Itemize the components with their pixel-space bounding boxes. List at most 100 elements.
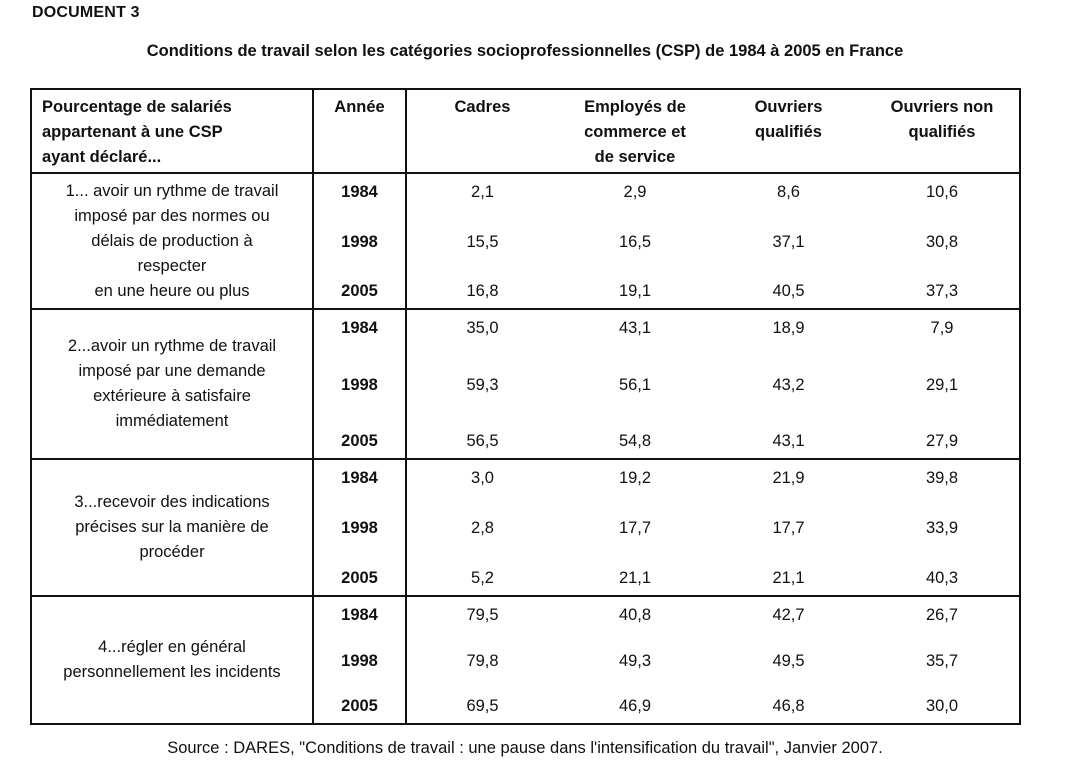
header-line: de service: [594, 148, 676, 166]
value-cell: 10,6: [925, 183, 959, 201]
description-line: respecter: [137, 256, 207, 275]
ouvriers-qualifies-values: 21,9 17,7 21,1: [712, 458, 865, 597]
value-cell: 56,1: [618, 375, 652, 394]
description-line: immédiatement: [115, 412, 229, 430]
document-title: Conditions de travail selon les catégori…: [146, 42, 904, 60]
value-cell: 49,5: [772, 651, 805, 670]
header-line: appartenant à une CSP: [42, 123, 223, 141]
ouvriers-non-qualifies-values: 26,7 35,7 30,0: [865, 595, 1021, 725]
description-line: imposé par une demande: [78, 362, 266, 380]
value-cell: 59,3: [466, 375, 499, 394]
group-description: 3...recevoir des indications précises sur…: [30, 458, 314, 597]
ouvriers-non-qualifies-values: 39,8 33,9 40,3: [865, 458, 1021, 597]
value-cell: 17,7: [618, 519, 652, 537]
cadres-values: 2,1 15,5 16,8: [406, 172, 558, 310]
header-line: qualifiés: [908, 123, 976, 141]
value-cell: 46,9: [618, 697, 652, 715]
ouvriers-non-qualifies-values: 7,9 29,1 27,9: [865, 308, 1021, 460]
value-cell: 8,6: [777, 183, 800, 201]
value-cell: 79,5: [466, 606, 499, 624]
description-line: 3...recevoir des indications: [74, 493, 270, 511]
value-cell: 15,5: [466, 232, 499, 251]
value-cell: 30,8: [925, 232, 959, 251]
group-description: 1... avoir un rythme de travail imposé pa…: [30, 172, 314, 310]
year-column: 1984 1998 2005: [313, 458, 407, 597]
value-cell: 69,5: [466, 697, 499, 715]
value-cell: 19,2: [618, 469, 652, 487]
document-label: DOCUMENT 3: [32, 4, 140, 21]
description-line: en une heure ou plus: [94, 281, 250, 300]
value-cell: 21,1: [772, 569, 805, 587]
value-cell: 27,9: [925, 432, 959, 450]
value-cell: 2,9: [623, 183, 647, 201]
ouvriers-qualifies-values: 8,6 37,1 40,5: [712, 172, 865, 310]
value-cell: 46,8: [772, 697, 805, 715]
group-description: 4...régler en général personnellement les…: [30, 595, 314, 725]
value-cell: 37,1: [772, 232, 805, 251]
value-cell: 56,5: [466, 432, 499, 450]
employes-values: 2,9 16,5 19,1: [558, 172, 712, 310]
value-cell: 16,8: [466, 282, 499, 300]
value-cell: 39,8: [925, 469, 959, 487]
value-cell: 37,3: [925, 282, 959, 300]
value-cell: 49,3: [618, 651, 652, 670]
description-line: procéder: [139, 543, 205, 561]
description-line: précises sur la manière de: [75, 518, 269, 536]
source-note: Source : DARES, "Conditions de travail :…: [167, 739, 883, 757]
table-body: 1... avoir un rythme de travail imposé pa…: [30, 172, 1021, 725]
value-cell: 7,9: [930, 319, 954, 337]
value-cell: 19,1: [618, 282, 652, 300]
value-cell: 54,8: [618, 432, 652, 450]
header-line: Ouvriers non: [890, 98, 994, 116]
header-cadres: Cadres: [406, 88, 558, 174]
year-column: 1984 1998 2005: [313, 308, 407, 460]
header-line: Employés de: [584, 98, 686, 116]
value-cell: 16,5: [618, 232, 652, 251]
ouvriers-qualifies-values: 42,7 49,5 46,8: [712, 595, 865, 725]
value-cell: 40,3: [925, 569, 959, 587]
year-cell: 1984: [341, 469, 378, 487]
value-cell: 35,7: [925, 651, 959, 670]
value-cell: 5,2: [471, 569, 494, 587]
table-row-group-2: 2...avoir un rythme de travail imposé par…: [30, 308, 1021, 460]
year-cell: 1984: [341, 183, 378, 201]
header-year: Année: [313, 88, 407, 174]
value-cell: 35,0: [466, 319, 499, 337]
year-cell: 1998: [341, 375, 378, 394]
value-cell: 33,9: [925, 519, 959, 537]
header-employes: Employés de commerce et de service: [558, 88, 712, 174]
year-cell: 1998: [341, 651, 378, 670]
value-cell: 43,2: [772, 375, 805, 394]
year-cell: 1984: [341, 606, 378, 624]
year-cell: 2005: [341, 282, 378, 300]
year-cell: 2005: [341, 432, 378, 450]
year-column: 1984 1998 2005: [313, 172, 407, 310]
employes-values: 40,8 49,3 46,9: [558, 595, 712, 725]
description-line: extérieure à satisfaire: [93, 387, 251, 405]
header-line: ayant déclaré...: [42, 148, 162, 166]
header-line: Ouvriers: [754, 98, 823, 116]
employes-values: 19,2 17,7 21,1: [558, 458, 712, 597]
value-cell: 26,7: [925, 606, 959, 624]
value-cell: 2,1: [471, 183, 494, 201]
description-line: 1... avoir un rythme de travail: [65, 181, 279, 200]
description-line: 2...avoir un rythme de travail: [67, 337, 277, 355]
table-row-group-1: 1... avoir un rythme de travail imposé pa…: [30, 172, 1021, 310]
working-conditions-table: Pourcentage de salariés appartenant à une…: [30, 88, 1021, 725]
value-cell: 21,9: [772, 469, 805, 487]
table-row-group-4: 4...régler en général personnellement les…: [30, 595, 1021, 725]
description-line: 4...régler en général: [98, 638, 246, 656]
year-column: 1984 1998 2005: [313, 595, 407, 725]
value-cell: 40,5: [772, 282, 805, 300]
value-cell: 79,8: [466, 651, 499, 670]
description-line: personnellement les incidents: [63, 663, 281, 681]
value-cell: 42,7: [772, 606, 805, 624]
value-cell: 43,1: [772, 432, 805, 450]
header-ouvriers-qualifies: Ouvriers qualifiés: [712, 88, 865, 174]
value-cell: 29,1: [925, 375, 959, 394]
value-cell: 43,1: [618, 319, 652, 337]
year-cell: 1998: [341, 232, 378, 251]
value-cell: 3,0: [471, 469, 494, 487]
ouvriers-qualifies-values: 18,9 43,2 43,1: [712, 308, 865, 460]
cadres-values: 35,0 59,3 56,5: [406, 308, 558, 460]
